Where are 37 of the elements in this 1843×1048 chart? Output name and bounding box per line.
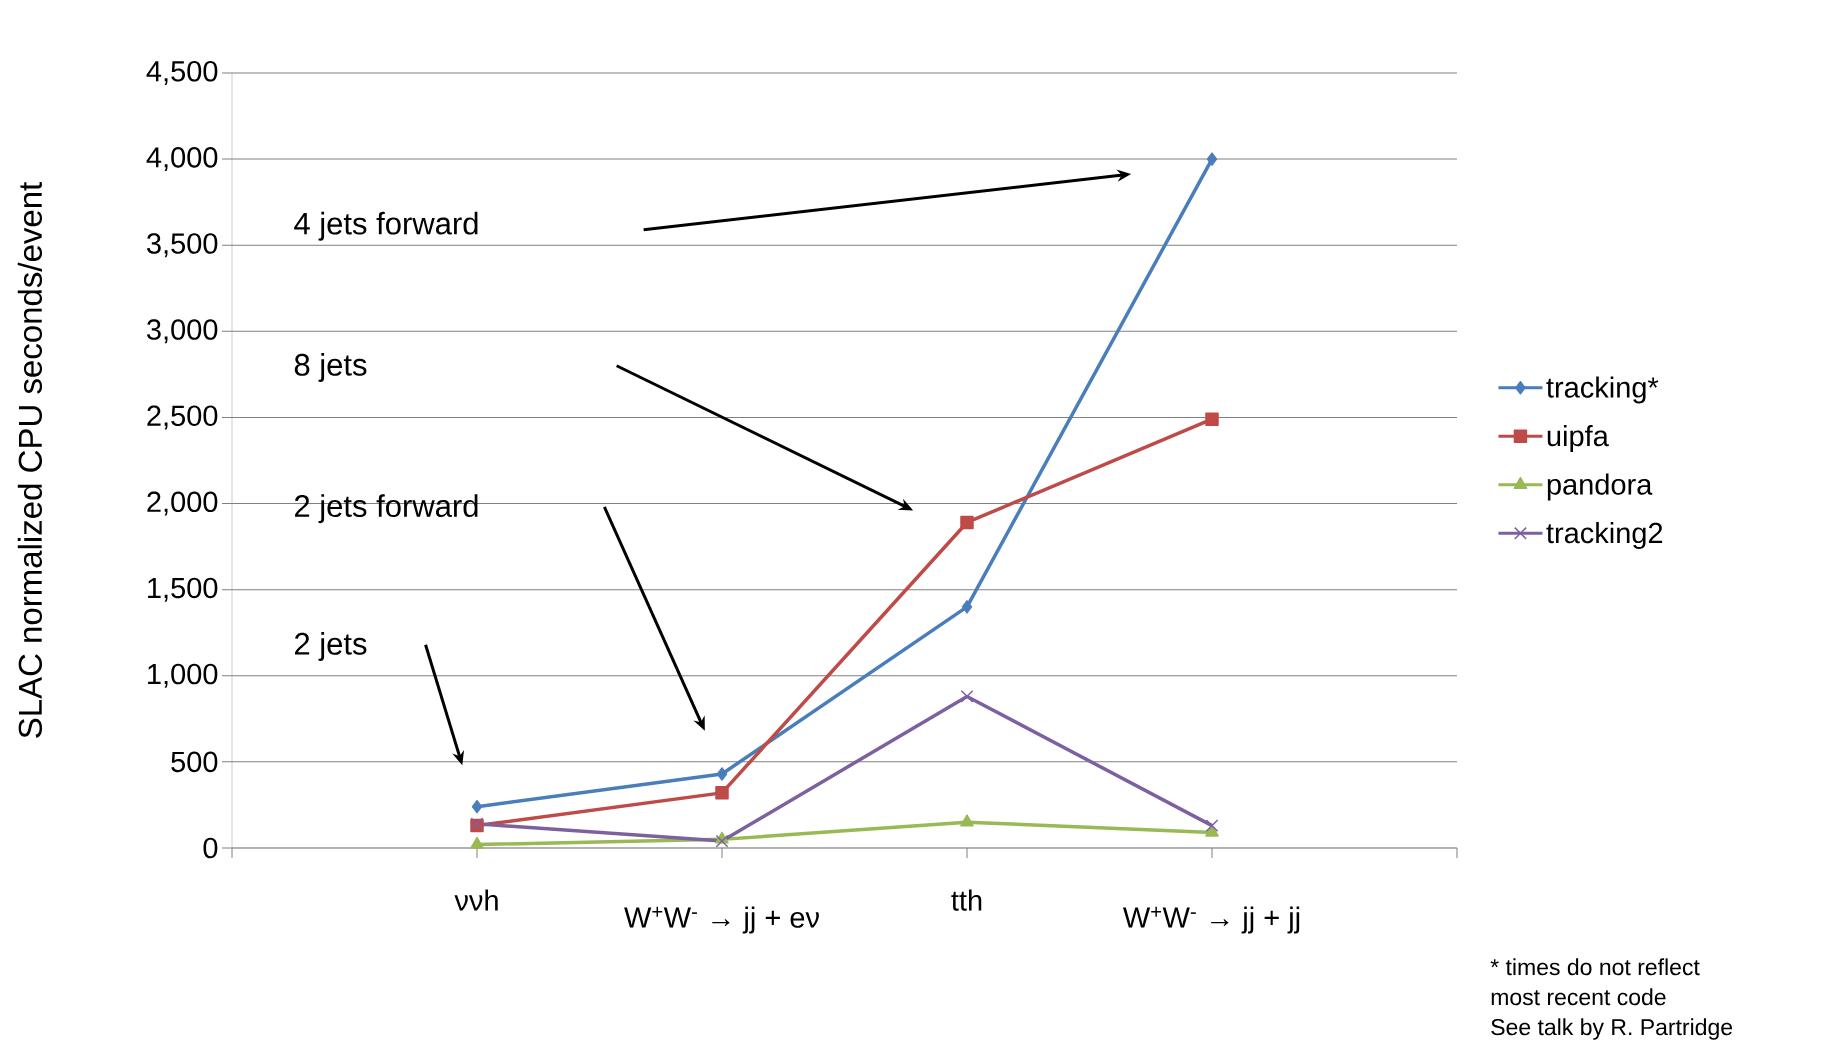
point [715, 834, 729, 848]
y-tick-label: 3,500 [147, 233, 218, 258]
point [1205, 824, 1219, 837]
y-tick-label: 4,500 [146, 61, 218, 85]
legend-label: tracking* [1546, 376, 1659, 404]
annotation: 2 jets forward [295, 494, 478, 524]
annotation: 2 jets [295, 632, 367, 661]
y-tick-label: 2,500 [147, 405, 218, 430]
y-tick-label: 3,000 [147, 319, 218, 344]
point [960, 690, 974, 703]
point [960, 515, 974, 530]
y-tick-label: 1,000 [148, 663, 218, 688]
y-tick-label: 1,500 [148, 577, 218, 602]
y-tick-label: 0 [203, 837, 218, 859]
point [715, 786, 729, 800]
point [471, 799, 483, 814]
legend-label: uipfa [1547, 424, 1609, 453]
x-tick-label: tth [951, 889, 982, 911]
legend-label: pandora [1547, 473, 1653, 501]
y-tick-label: 4,000 [146, 147, 218, 172]
x-tick-label: ννh [454, 889, 498, 911]
annotation: 8 jets [294, 353, 367, 382]
x-tick-label: W$^{+}$W$^{-}$ → jj + jj [1122, 906, 1300, 934]
y-tick-label: 500 [171, 751, 218, 773]
y-tick-label: 2,000 [147, 491, 218, 516]
point [1206, 152, 1218, 166]
point [961, 600, 973, 614]
text: * times do not reflect most recent code See talk by R. Partridge [1490, 958, 1733, 1040]
x-tick-label: W$^{+}$W$^{-}$ → jj + eν [624, 906, 819, 934]
annotation: 4 jets forward [294, 211, 478, 241]
point [960, 814, 974, 827]
point [470, 836, 484, 849]
point [1205, 819, 1219, 832]
y-axis-title: SLAC normalized CPU seconds/event [17, 182, 43, 738]
legend-label: tracking2 [1546, 522, 1663, 550]
point [1205, 412, 1219, 426]
point [716, 767, 728, 781]
